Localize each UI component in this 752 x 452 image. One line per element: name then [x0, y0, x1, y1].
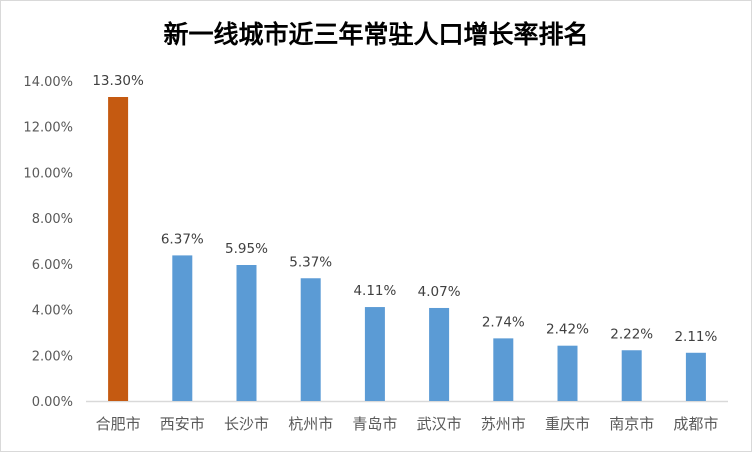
data-label: 5.95%	[225, 241, 268, 257]
x-tick-label: 杭州市	[288, 415, 333, 433]
data-label: 13.30%	[92, 73, 144, 89]
y-tick-label: 2.00%	[32, 349, 73, 364]
chart-title: 新一线城市近三年常驻人口增长率排名	[163, 20, 589, 49]
y-tick-label: 0.00%	[32, 395, 73, 410]
bar-10	[685, 352, 706, 401]
y-tick-label: 6.00%	[32, 258, 73, 273]
x-tick-label: 长沙市	[224, 415, 269, 433]
bar-6	[429, 307, 450, 401]
x-tick-label: 西安市	[160, 415, 205, 433]
bar-4	[300, 278, 321, 401]
y-tick-label: 8.00%	[32, 212, 73, 227]
x-tick-label: 南京市	[609, 415, 654, 433]
x-tick-label: 武汉市	[417, 415, 462, 433]
bar-1	[108, 97, 129, 401]
x-tick-label: 重庆市	[545, 415, 590, 433]
data-label: 5.37%	[289, 254, 332, 270]
data-label: 2.74%	[482, 314, 525, 330]
x-tick-label: 苏州市	[481, 415, 526, 433]
y-tick-label: 14.00%	[23, 75, 73, 90]
data-label: 2.42%	[546, 322, 589, 338]
x-tick-label: 青岛市	[352, 415, 397, 433]
bar-2	[172, 255, 193, 401]
bar-5	[364, 307, 385, 401]
data-label: 2.22%	[610, 326, 653, 342]
data-label: 4.11%	[353, 283, 396, 299]
bar-3	[236, 265, 257, 401]
x-tick-label: 合肥市	[96, 415, 141, 433]
data-label: 4.07%	[418, 284, 461, 300]
bar-8	[557, 345, 578, 401]
bar-9	[621, 350, 642, 401]
y-tick-label: 12.00%	[23, 121, 73, 136]
data-label: 2.11%	[674, 329, 717, 345]
bar-7	[493, 338, 514, 401]
y-tick-label: 4.00%	[32, 304, 73, 319]
data-label: 6.37%	[161, 231, 204, 247]
y-tick-label: 10.00%	[23, 166, 73, 181]
x-tick-label: 成都市	[673, 415, 718, 433]
